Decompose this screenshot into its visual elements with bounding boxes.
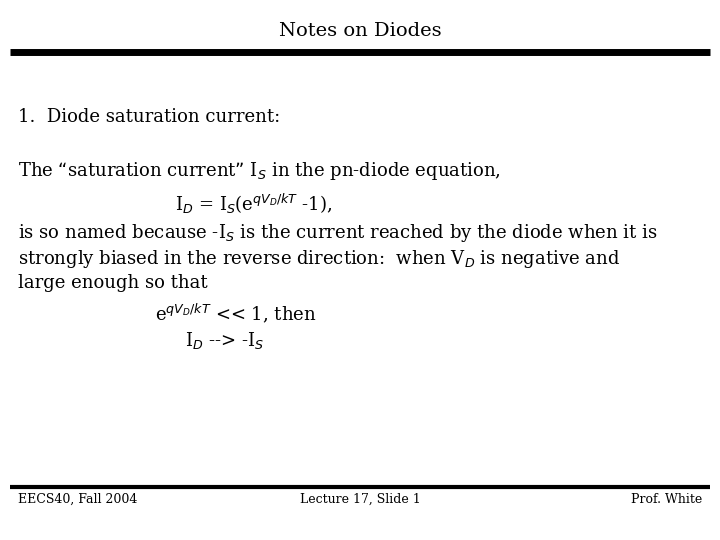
- Text: The “saturation current” I$_S$ in the pn-diode equation,: The “saturation current” I$_S$ in the pn…: [18, 160, 501, 182]
- Text: I$_D$ = I$_S$(e$^{qV_D/kT}$ -1),: I$_D$ = I$_S$(e$^{qV_D/kT}$ -1),: [175, 192, 333, 216]
- Text: large enough so that: large enough so that: [18, 274, 207, 292]
- Text: e$^{qV_D/kT}$ << 1, then: e$^{qV_D/kT}$ << 1, then: [155, 302, 317, 326]
- Text: Lecture 17, Slide 1: Lecture 17, Slide 1: [300, 493, 420, 506]
- Text: Notes on Diodes: Notes on Diodes: [279, 22, 441, 40]
- Text: EECS40, Fall 2004: EECS40, Fall 2004: [18, 493, 138, 506]
- Text: 1.  Diode saturation current:: 1. Diode saturation current:: [18, 108, 280, 126]
- Text: is so named because -I$_S$ is the current reached by the diode when it is: is so named because -I$_S$ is the curren…: [18, 222, 657, 244]
- Text: Prof. White: Prof. White: [631, 493, 702, 506]
- Text: strongly biased in the reverse direction:  when V$_D$ is negative and: strongly biased in the reverse direction…: [18, 248, 620, 270]
- Text: I$_D$ --> -I$_S$: I$_D$ --> -I$_S$: [185, 330, 264, 351]
